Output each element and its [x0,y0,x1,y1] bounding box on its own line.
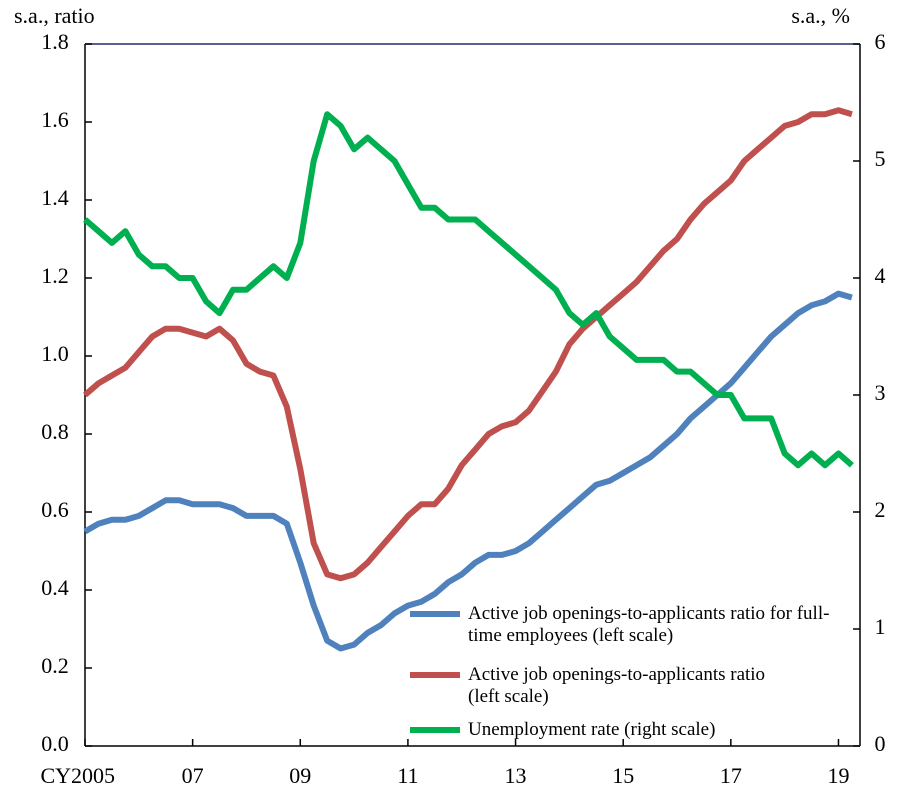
y-tick-label: 0.4 [41,575,69,600]
y-tick-label: 1.2 [41,263,69,288]
legend-label: Active job openings-to-applicants ratio … [468,664,766,707]
x-tick-label: 17 [720,763,742,788]
y2-tick-label: 2 [875,497,886,522]
y-tick-label: 0.8 [41,419,69,444]
x-tick-label: 19 [827,763,849,788]
x-tick-label: 07 [182,763,204,788]
series-line [83,107,853,582]
legend-label: Active job openings-to-applicants ratio … [468,603,830,646]
y2-axis-label: s.a., % [791,3,850,28]
y2-tick-label: 4 [875,263,886,288]
y-tick-label: 1.6 [41,107,69,132]
x-tick-label: 15 [612,763,634,788]
legend-swatch [410,727,460,733]
y2-tick-label: 1 [875,614,886,639]
y2-tick-label: 6 [875,29,886,54]
x-tick-label: 13 [505,763,527,788]
y2-tick-label: 0 [875,731,886,756]
y-tick-label: 0.2 [41,653,69,678]
legend-swatch [410,611,460,617]
series-line [83,290,853,652]
y2-tick-label: 3 [875,380,886,405]
y-tick-label: 1.8 [41,29,69,54]
legend-swatch [410,672,460,678]
x-tick-label: 09 [289,763,311,788]
x-tick-label: CY2005 [40,763,115,788]
y-axis-label: s.a., ratio [14,3,95,28]
legend-label: Unemployment rate (right scale) [468,719,716,740]
x-tick-label: 11 [397,763,418,788]
y2-tick-label: 5 [875,146,886,171]
y-tick-label: 0.0 [41,731,69,756]
y-tick-label: 1.0 [41,341,69,366]
y-tick-label: 1.4 [41,185,69,210]
series-line [83,111,854,469]
y-tick-label: 0.6 [41,497,69,522]
